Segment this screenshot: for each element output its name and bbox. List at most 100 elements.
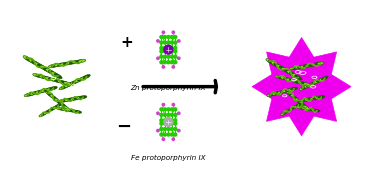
Circle shape — [163, 122, 166, 125]
Ellipse shape — [283, 110, 288, 114]
Circle shape — [160, 128, 163, 131]
Ellipse shape — [291, 94, 296, 99]
Circle shape — [163, 119, 166, 122]
Ellipse shape — [54, 79, 62, 83]
Ellipse shape — [83, 75, 90, 79]
Circle shape — [170, 36, 174, 38]
Ellipse shape — [280, 112, 286, 115]
Ellipse shape — [288, 93, 294, 98]
Ellipse shape — [72, 79, 80, 84]
Ellipse shape — [317, 62, 324, 65]
Circle shape — [167, 133, 170, 136]
Ellipse shape — [307, 97, 314, 100]
Circle shape — [163, 55, 166, 58]
Circle shape — [174, 36, 177, 38]
Ellipse shape — [31, 61, 40, 66]
Ellipse shape — [311, 81, 318, 85]
Circle shape — [174, 61, 177, 64]
Circle shape — [164, 45, 173, 54]
Ellipse shape — [41, 112, 47, 116]
Ellipse shape — [303, 64, 310, 67]
Ellipse shape — [72, 110, 79, 113]
Circle shape — [172, 138, 175, 141]
Circle shape — [163, 108, 166, 111]
Ellipse shape — [304, 83, 311, 86]
Ellipse shape — [43, 110, 50, 114]
Ellipse shape — [290, 72, 297, 77]
Ellipse shape — [284, 69, 291, 74]
Circle shape — [162, 103, 164, 106]
Ellipse shape — [274, 63, 281, 68]
Ellipse shape — [27, 92, 35, 96]
Circle shape — [170, 47, 174, 50]
Ellipse shape — [45, 90, 51, 96]
Circle shape — [174, 122, 177, 125]
Circle shape — [174, 108, 177, 111]
Circle shape — [172, 103, 175, 106]
Ellipse shape — [297, 106, 303, 109]
Ellipse shape — [285, 109, 291, 113]
Ellipse shape — [57, 80, 65, 84]
Ellipse shape — [30, 92, 37, 95]
Circle shape — [174, 47, 177, 50]
Ellipse shape — [26, 57, 34, 63]
Ellipse shape — [38, 89, 46, 93]
Circle shape — [167, 128, 170, 131]
Ellipse shape — [299, 107, 305, 109]
Ellipse shape — [70, 81, 77, 85]
Ellipse shape — [59, 86, 66, 90]
Ellipse shape — [75, 110, 82, 113]
Ellipse shape — [46, 69, 54, 74]
Ellipse shape — [310, 97, 317, 100]
Circle shape — [167, 47, 170, 50]
Ellipse shape — [314, 79, 321, 83]
Circle shape — [174, 119, 177, 122]
Ellipse shape — [51, 106, 57, 110]
Ellipse shape — [299, 102, 305, 107]
Ellipse shape — [62, 108, 68, 111]
Circle shape — [167, 50, 170, 53]
Circle shape — [163, 50, 166, 53]
Circle shape — [167, 55, 170, 58]
Ellipse shape — [297, 65, 305, 68]
Ellipse shape — [70, 110, 76, 112]
Ellipse shape — [296, 103, 301, 107]
Circle shape — [160, 55, 163, 58]
Circle shape — [160, 36, 163, 38]
Circle shape — [163, 61, 166, 64]
Ellipse shape — [48, 78, 56, 81]
Ellipse shape — [46, 109, 52, 113]
Circle shape — [170, 41, 174, 44]
Ellipse shape — [292, 66, 299, 69]
Ellipse shape — [36, 90, 43, 94]
Ellipse shape — [289, 67, 296, 70]
Circle shape — [178, 112, 180, 114]
Ellipse shape — [277, 91, 285, 94]
Ellipse shape — [63, 62, 71, 65]
Ellipse shape — [295, 98, 301, 103]
Ellipse shape — [307, 83, 313, 87]
Ellipse shape — [51, 78, 59, 82]
Ellipse shape — [287, 71, 294, 76]
Circle shape — [167, 36, 170, 38]
Ellipse shape — [307, 108, 313, 111]
Ellipse shape — [315, 96, 322, 99]
Circle shape — [160, 41, 163, 44]
Ellipse shape — [60, 62, 68, 66]
Circle shape — [160, 61, 163, 64]
Ellipse shape — [52, 96, 59, 102]
Ellipse shape — [321, 76, 328, 80]
Circle shape — [178, 130, 180, 132]
Ellipse shape — [47, 92, 54, 98]
Ellipse shape — [294, 75, 302, 80]
Ellipse shape — [314, 62, 321, 65]
Ellipse shape — [297, 100, 303, 105]
Ellipse shape — [69, 61, 77, 64]
Ellipse shape — [266, 59, 273, 64]
Ellipse shape — [304, 98, 311, 101]
Ellipse shape — [67, 109, 74, 112]
Ellipse shape — [292, 80, 299, 83]
Circle shape — [167, 108, 170, 111]
Circle shape — [174, 128, 177, 131]
Ellipse shape — [55, 104, 61, 108]
